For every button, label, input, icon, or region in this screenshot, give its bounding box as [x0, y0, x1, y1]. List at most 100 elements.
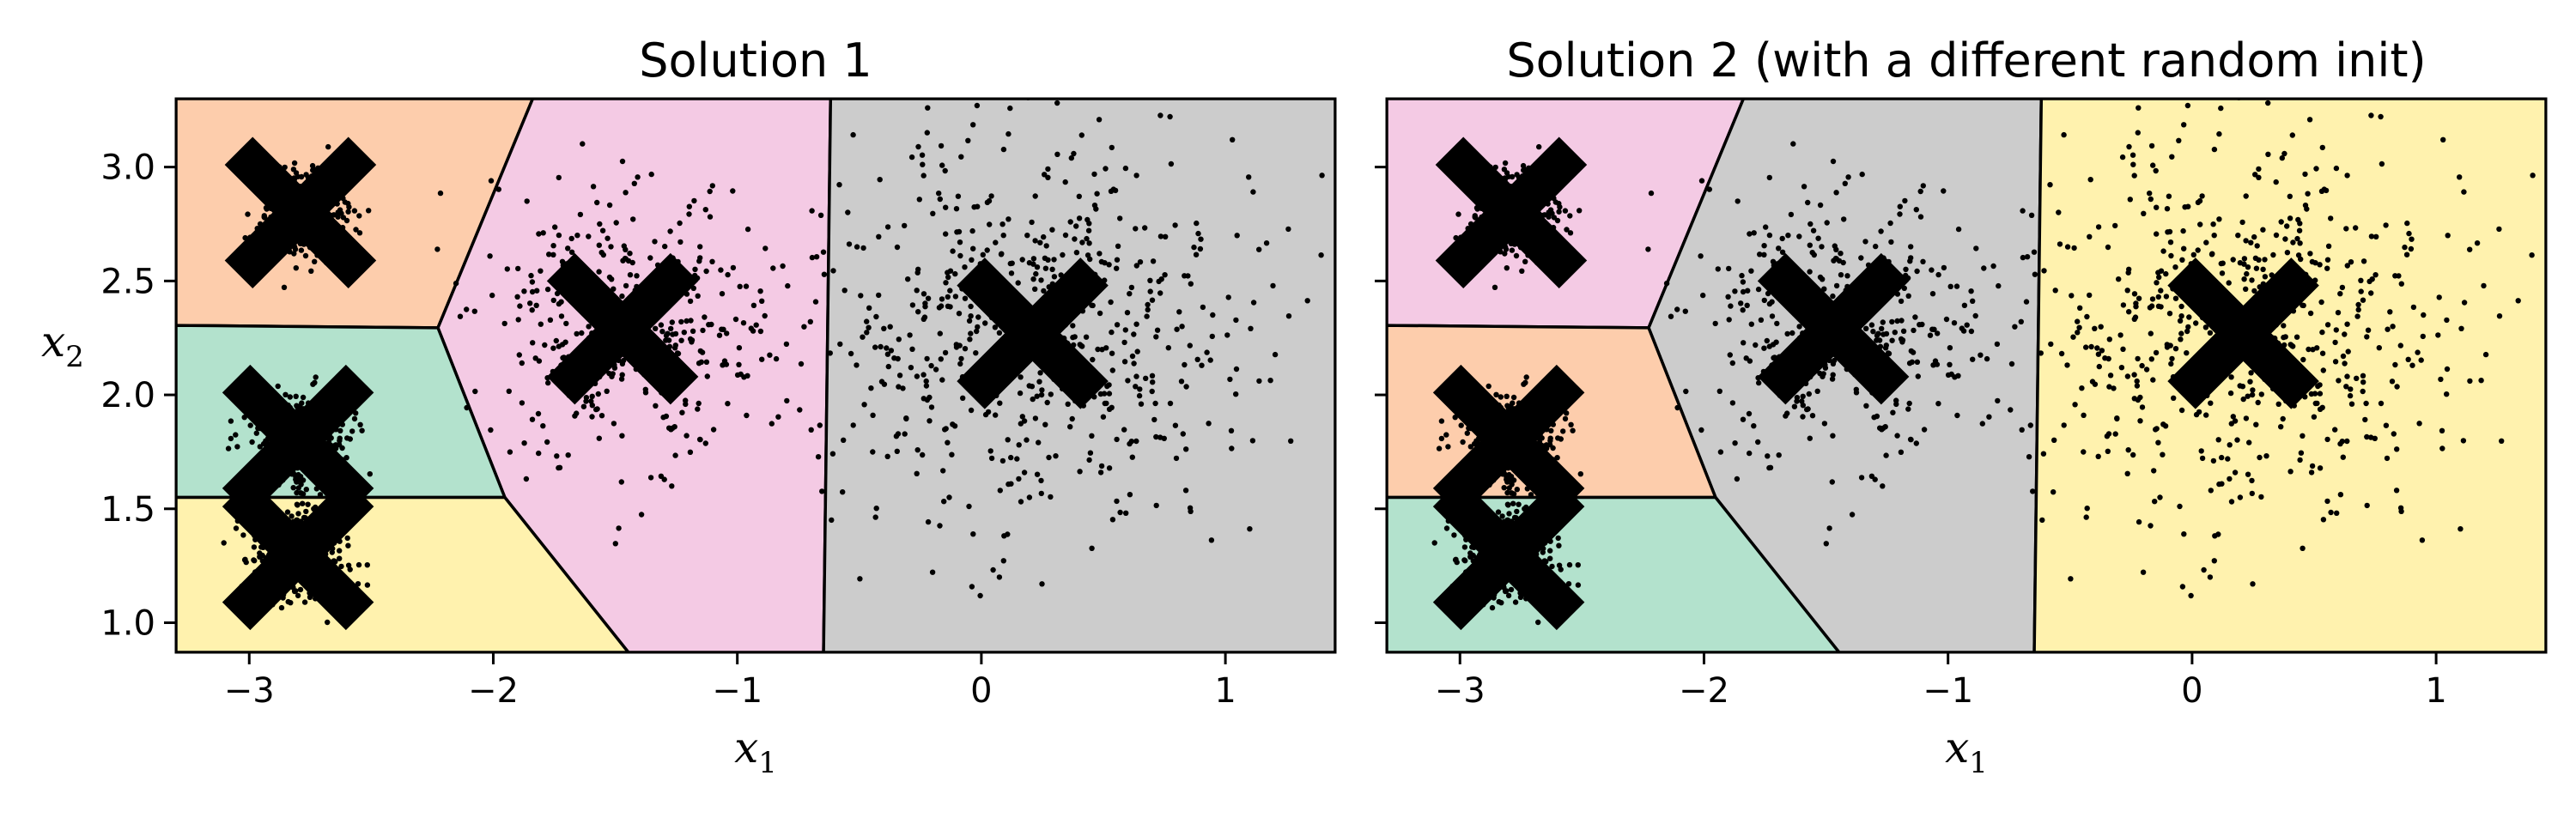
data-point [1199, 362, 1205, 368]
data-point [920, 173, 927, 179]
data-point [359, 427, 365, 433]
data-point [1461, 544, 1468, 550]
data-point [914, 447, 920, 453]
data-point [631, 180, 637, 186]
data-point [574, 330, 580, 337]
data-point [1495, 509, 1502, 515]
data-point [536, 231, 542, 237]
data-point [2117, 332, 2123, 338]
data-point [1913, 440, 1919, 446]
data-point [709, 258, 715, 264]
data-point [294, 489, 300, 496]
data-point [2230, 414, 2236, 420]
data-point [2360, 258, 2367, 264]
data-point [245, 211, 251, 217]
data-point [2458, 526, 2464, 532]
data-point [1076, 193, 1083, 199]
data-point [1833, 246, 1839, 252]
data-point [1748, 268, 1754, 274]
data-point [1844, 273, 1850, 279]
data-point [925, 518, 932, 525]
data-point [2168, 360, 2174, 367]
data-point [955, 193, 962, 199]
data-point [1776, 245, 1782, 251]
data-point [2051, 437, 2057, 443]
data-point [2302, 171, 2308, 178]
data-point [2167, 239, 2174, 245]
data-point [2478, 378, 2484, 384]
data-point [1945, 372, 1952, 379]
data-point [364, 582, 371, 588]
data-point [2210, 221, 2216, 227]
data-point [2305, 191, 2311, 197]
data-point [2335, 310, 2342, 316]
data-point [1833, 190, 1839, 196]
data-point [1078, 342, 1084, 348]
data-point [2248, 239, 2254, 245]
data-point [538, 321, 544, 327]
data-point [2199, 455, 2206, 462]
data-point [884, 224, 891, 230]
data-point [1030, 256, 1037, 262]
data-point [1849, 512, 1856, 518]
data-point [2368, 112, 2374, 118]
data-point [658, 322, 665, 328]
data-point [596, 242, 602, 248]
data-point [648, 171, 654, 178]
data-point [568, 235, 574, 242]
data-point [1807, 269, 1813, 275]
data-point [535, 410, 542, 417]
data-point [1753, 342, 1759, 348]
data-point [1995, 397, 2001, 404]
data-point [325, 619, 331, 626]
data-point [1499, 513, 1505, 519]
data-point [2321, 186, 2327, 192]
data-point [975, 203, 981, 209]
data-point [2420, 333, 2426, 340]
data-point [2325, 243, 2332, 249]
data-point [2297, 240, 2303, 246]
data-point [1740, 307, 1746, 313]
data-point [720, 362, 726, 368]
data-point [1049, 227, 1055, 233]
data-point [1996, 282, 2002, 289]
data-point [583, 395, 590, 401]
data-point [2481, 282, 2487, 289]
data-point [1246, 174, 1252, 180]
data-point [1032, 193, 1038, 199]
data-point [709, 183, 715, 189]
data-point [2178, 303, 2184, 310]
data-point [1256, 378, 1262, 385]
data-point [2355, 301, 2361, 308]
data-point [2298, 450, 2305, 456]
data-point [1017, 390, 1024, 397]
data-point [1879, 325, 1885, 332]
data-point [797, 407, 803, 413]
data-point [1131, 360, 1137, 367]
data-point [1172, 422, 1179, 428]
data-point [1464, 430, 1471, 436]
data-point [2287, 193, 2293, 199]
data-point [737, 283, 743, 289]
data-point [297, 403, 303, 409]
data-point [1183, 384, 1189, 390]
data-point [1157, 290, 1163, 296]
data-point [2364, 334, 2370, 340]
data-point [530, 340, 536, 346]
data-point [2262, 274, 2269, 280]
data-point [1041, 233, 1047, 240]
data-point [1826, 525, 1832, 531]
data-point [659, 329, 665, 335]
data-point [1755, 439, 1761, 445]
data-point [1124, 310, 1131, 316]
data-point [630, 216, 636, 222]
data-point [941, 499, 947, 505]
data-point [596, 435, 602, 441]
data-point [695, 293, 701, 299]
data-point [725, 271, 731, 278]
data-point [829, 451, 836, 457]
data-point [312, 258, 318, 264]
data-point [1195, 230, 1201, 237]
data-point [1960, 328, 1967, 334]
